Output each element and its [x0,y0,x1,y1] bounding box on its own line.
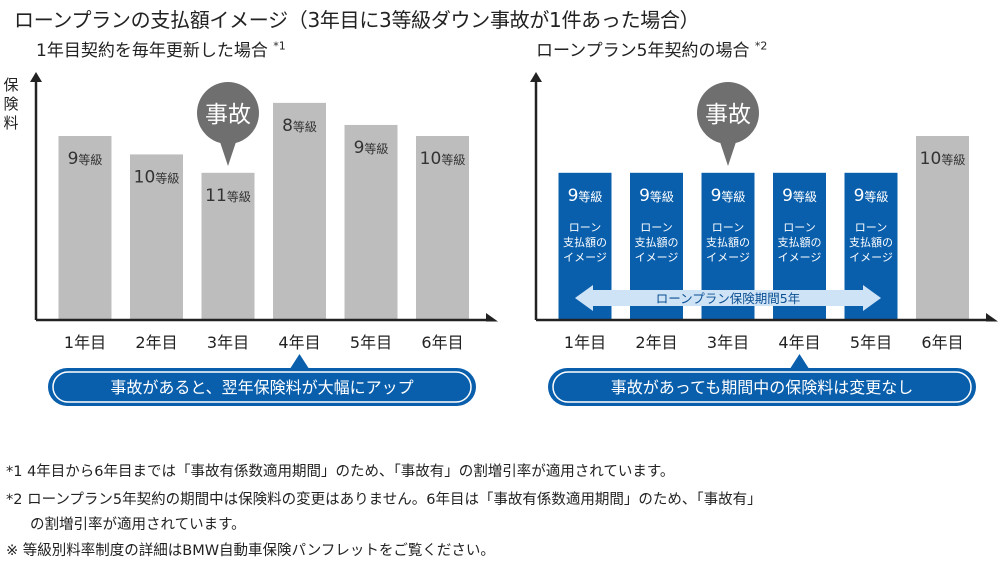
left-tick-label-6: 6年目 [421,333,463,352]
right-note-mark: *2 [754,39,768,53]
right-grade-label-3: 9等級 [711,186,746,206]
right-tick-label-2: 2年目 [635,333,677,352]
right-loan-text-5-2: 支払額の [849,235,893,249]
left-grade-label-3: 11等級 [205,186,251,206]
left-banner-inner-border [52,371,472,403]
right-grade-label-5: 9等級 [854,186,889,206]
left-x-axis-arrow [486,313,498,322]
left-tick-label-5: 5年目 [350,333,392,352]
right-banner-text: 事故があっても期間中の保険料は変更なし [611,378,913,397]
right-tick-label-3: 3年目 [707,333,749,352]
footnote-2-cont: の割増引率が適用されています。 [30,517,246,533]
right-tick-label-5: 5年目 [850,333,892,352]
left-subtitle-text: 1年目契約を毎年更新した場合 [36,41,268,61]
left-chart-subtitle: 1年目契約を毎年更新した場合 *1 [36,36,286,61]
chart-canvas: 9等級1年目10等級2年目11等級3年目8等級4年目9等級5年目10等級6年目事… [30,72,998,406]
left-grade-label-1: 9等級 [68,149,103,169]
right-grade-label-2: 9等級 [639,186,674,206]
right-loan-text-2-3: イメージ [635,251,679,264]
left-bar-3 [201,172,255,320]
right-loan-text-5-3: イメージ [849,251,893,264]
left-grade-label-6: 10等級 [420,149,466,169]
right-tick-label-6: 6年目 [921,333,963,352]
left-grade-label-5: 9等級 [354,138,389,158]
right-loan-text-2-1: ローン [640,221,672,234]
period-arrow-shaft [589,290,867,306]
right-loan-text-3-2: 支払額の [706,235,750,249]
footnote-3: ※ 等級別料率制度の詳細はBMW自動車保険パンフレットをご覧ください。 [6,543,495,559]
left-tick-label-2: 2年目 [135,333,177,352]
right-bar-6 [916,136,969,320]
right-tick-label-1: 1年目 [564,333,606,352]
right-accident-bubble [697,82,759,144]
right-grade-label-4: 9等級 [782,186,817,206]
right-loan-text-4-3: イメージ [778,251,822,264]
page-title: ローンプランの支払額イメージ（3年目に3等級ダウン事故が1件あった場合） [14,8,700,32]
left-y-axis-arrow [30,72,42,82]
right-loan-text-4-1: ローン [783,221,815,234]
right-grade-label-6: 10等級 [920,149,966,169]
right-accident-bubble-tail [719,139,737,166]
footnote-2: *2 ローンプラン5年契約の期間中は保険料の変更はありません。6年目は「事故有係… [6,492,762,508]
right-banner-inner-border [552,371,972,403]
right-subtitle-text: ローンプラン5年契約の場合 [536,41,750,61]
right-grade-label-1: 9等級 [568,186,603,206]
right-loan-text-1-2: 支払額の [563,235,607,249]
left-accident-bubble-tail [219,139,237,166]
left-bar-6 [416,136,469,320]
right-banner [548,368,976,406]
footnote-1: *1 4年目から6年目までは「事故有係数適用期間」のため、「事故有」の割増引率が… [6,464,675,480]
left-banner-pointer [290,354,309,368]
left-bar-1 [58,136,112,320]
right-chart-subtitle: ローンプラン5年契約の場合 *2 [536,36,767,61]
right-banner-pointer [790,354,809,368]
left-accident-bubble [197,82,259,144]
right-loan-text-2-2: 支払額の [635,235,679,249]
period-label: ローンプラン保険期間5年 [656,291,800,306]
right-loan-text-4-2: 支払額の [778,235,822,249]
period-arrow-right-head [863,285,881,311]
left-banner-text: 事故があると、翌年保険料が大幅にアップ [110,378,413,397]
left-tick-label-4: 4年目 [278,333,320,352]
left-bar-4 [273,102,326,320]
left-grade-label-4: 8等級 [282,116,317,136]
right-accident-label: 事故 [705,102,751,128]
y-axis-label: 保険料 [3,76,19,132]
left-bar-2 [130,154,183,320]
right-tick-label-4: 4年目 [778,333,820,352]
left-tick-label-1: 1年目 [64,333,106,352]
right-loan-text-3-1: ローン [712,221,744,234]
period-arrow-left-head [575,285,593,311]
right-loan-text-1-1: ローン [569,221,601,234]
right-x-axis-arrow [986,313,998,322]
left-banner [48,368,476,406]
left-grade-label-2: 10等級 [134,167,180,187]
left-accident-label: 事故 [205,102,251,128]
left-note-mark: *1 [273,39,286,53]
left-bar-5 [344,124,398,321]
left-tick-label-3: 3年目 [207,333,249,352]
right-loan-text-1-3: イメージ [563,251,607,264]
right-loan-text-3-3: イメージ [706,251,750,264]
right-y-axis-arrow [530,72,542,82]
right-loan-text-5-1: ローン [855,221,887,234]
